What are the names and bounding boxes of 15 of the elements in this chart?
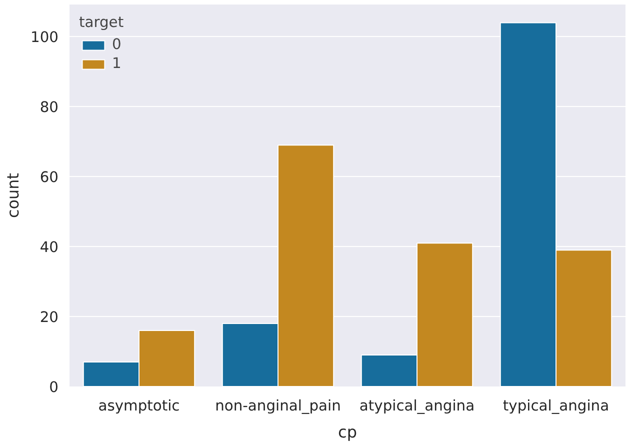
y-tick-label: 20 [40,309,59,326]
y-tick-label: 0 [49,379,59,396]
x-tick-label: typical_angina [502,398,610,414]
y-tick-label: 60 [40,169,59,186]
x-tick-label: non-anginal_pain [215,398,341,414]
x-axis-title: cp [338,422,357,442]
y-axis-title: count [4,172,23,218]
x-tick-label: atypical_angina [359,398,475,414]
legend-label: 1 [112,55,122,72]
y-tick-label: 100 [30,29,59,46]
x-tick-label: asymptotic [98,398,180,414]
legend-label: 0 [112,36,122,53]
legend-title: target [79,14,125,31]
y-tick-label: 40 [40,239,59,256]
y-tick-label: 80 [40,99,59,116]
